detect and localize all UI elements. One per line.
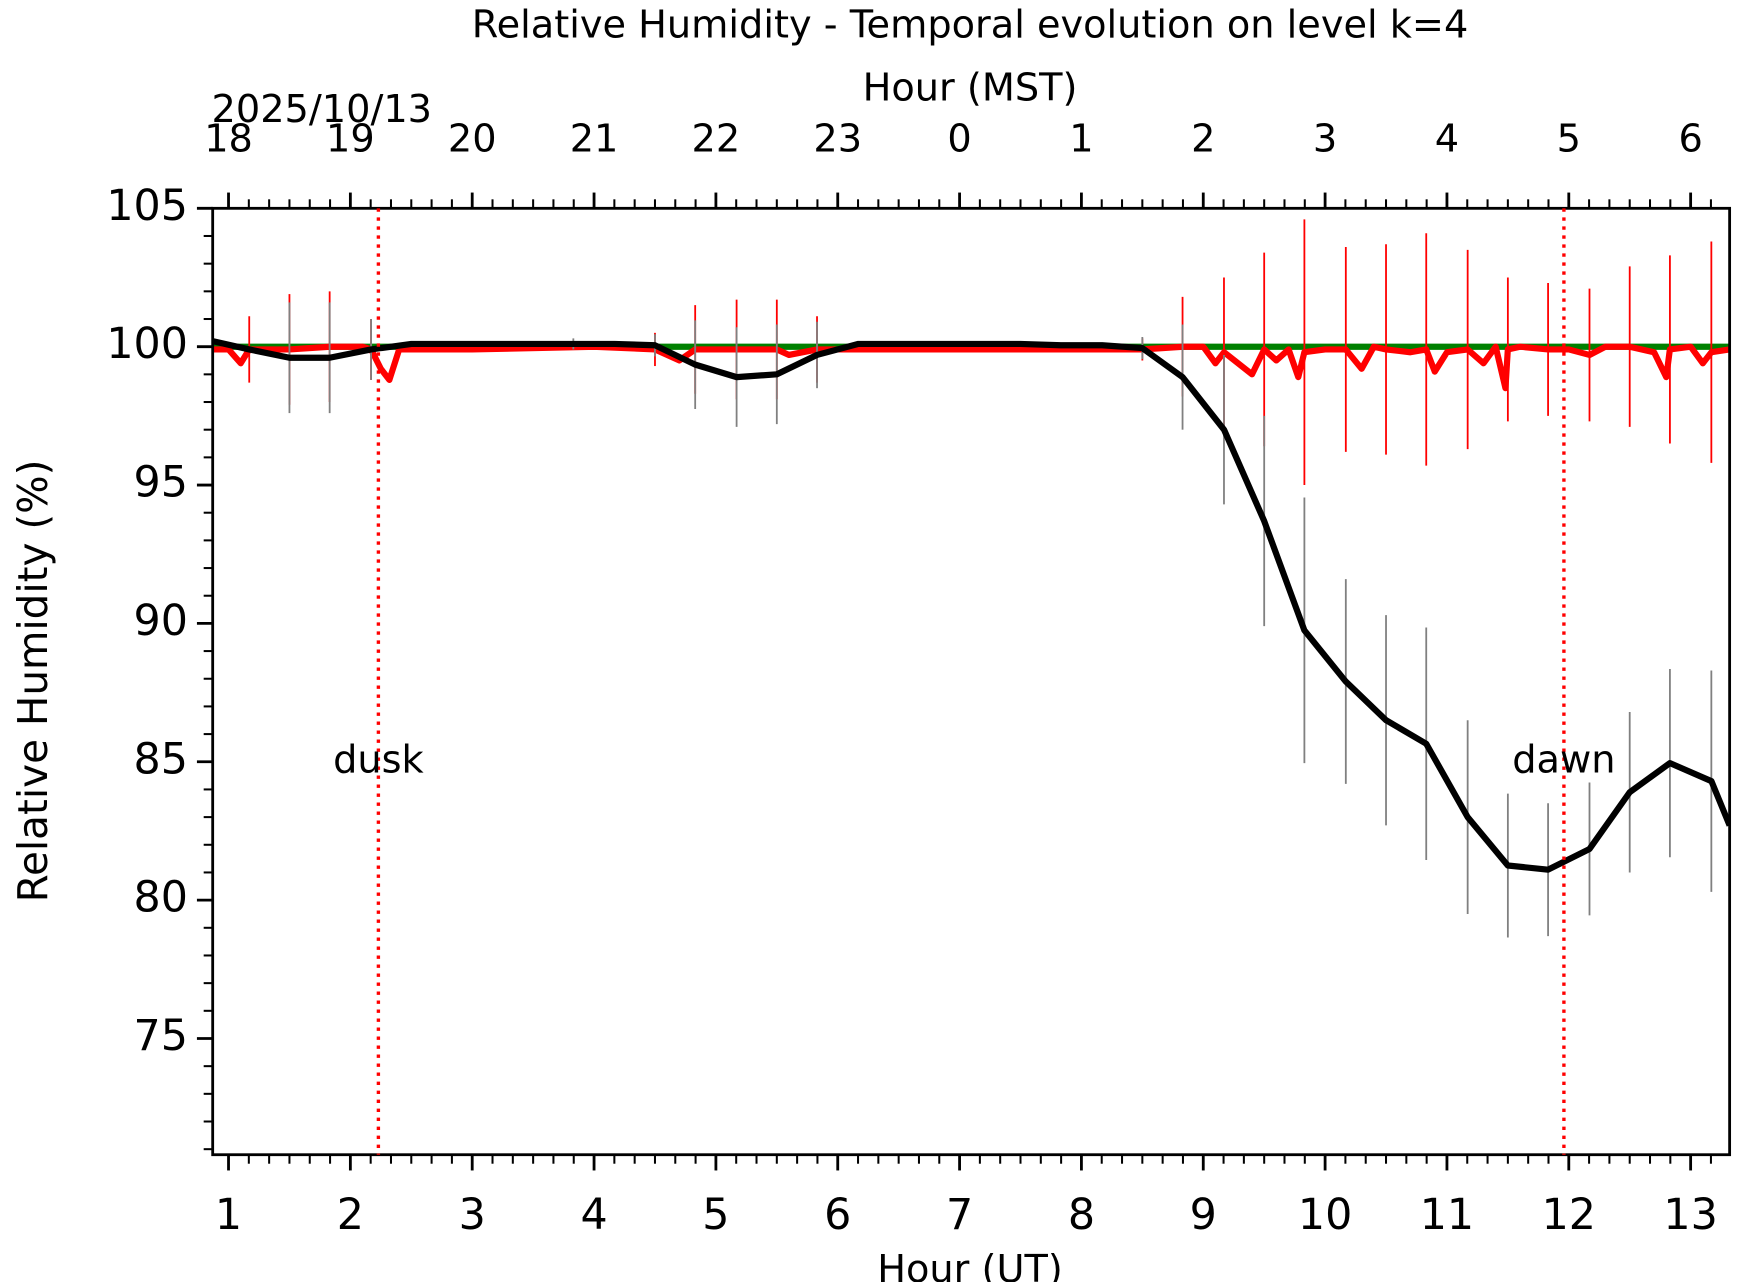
x-tick-label: 9: [1190, 1190, 1217, 1240]
x-tick-label: 1: [215, 1190, 242, 1240]
x-axis-label: Hour (UT): [877, 1247, 1062, 1282]
x2-tick-label: 5: [1557, 116, 1581, 161]
x-tick-label: 2: [337, 1190, 364, 1240]
x-tick-label: 3: [459, 1190, 486, 1240]
x2-tick-label: 3: [1313, 116, 1337, 161]
x-tick-label: 8: [1068, 1190, 1095, 1240]
x2-tick-label: 21: [570, 116, 619, 161]
x2-tick-label: 0: [947, 116, 971, 161]
event-label: dawn: [1512, 737, 1615, 782]
x2-tick-label: 20: [448, 116, 497, 161]
y-tick-label: 95: [134, 458, 188, 508]
y-tick-label: 90: [134, 596, 188, 646]
chart-title: Relative Humidity - Temporal evolution o…: [472, 3, 1469, 48]
y-axis-label: Relative Humidity (%): [9, 460, 57, 903]
plot-area: [212, 219, 1730, 938]
x-tick-label: 5: [702, 1190, 729, 1240]
x2-tick-label: 19: [326, 116, 375, 161]
x2-tick-label: 1: [1069, 116, 1093, 161]
event-label: dusk: [333, 737, 424, 782]
x-tick-label: 13: [1663, 1190, 1717, 1240]
x-tick-label: 7: [946, 1190, 973, 1240]
x2-tick-label: 22: [692, 116, 741, 161]
x2-tick-label: 6: [1678, 116, 1702, 161]
date-label: 2025/10/13: [212, 87, 432, 132]
x2-tick-label: 4: [1435, 116, 1459, 161]
x-tick-label: 11: [1420, 1190, 1474, 1240]
y-tick-label: 100: [106, 319, 188, 369]
x2-axis-label: Hour (MST): [863, 66, 1078, 111]
x-tick-label: 4: [580, 1190, 607, 1240]
y-tick-label: 85: [134, 734, 188, 784]
x-tick-label: 6: [824, 1190, 851, 1240]
y-tick-label: 80: [134, 873, 188, 923]
x2-tick-label: 18: [204, 116, 253, 161]
x-tick-label: 12: [1542, 1190, 1596, 1240]
series-line: [212, 338, 1730, 873]
y-tick-label: 105: [106, 181, 188, 231]
series-line: [212, 343, 1730, 392]
plot-frame: [211, 206, 1732, 1157]
x2-tick-label: 23: [813, 116, 862, 161]
y-tick-label: 75: [134, 1011, 188, 1061]
x-tick-label: 10: [1298, 1190, 1352, 1240]
x2-tick-label: 2: [1191, 116, 1215, 161]
